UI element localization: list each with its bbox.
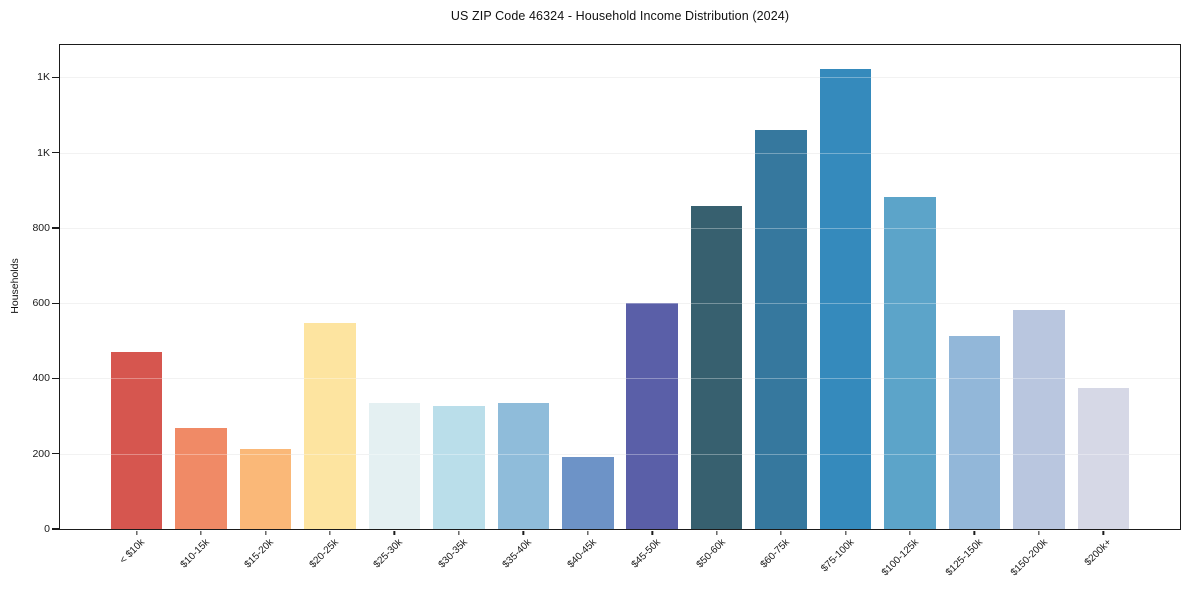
gridline-overlay xyxy=(60,152,1180,154)
y-tick-mark xyxy=(51,302,59,304)
x-tick-label: $50-60k xyxy=(694,537,728,571)
x-tick-mark xyxy=(587,530,589,535)
bar xyxy=(690,206,743,529)
y-tick-mark xyxy=(51,528,59,530)
y-tick-label: 800 xyxy=(32,221,50,234)
x-tick-label: $20-25k xyxy=(307,537,341,571)
y-tick-mark xyxy=(51,377,59,380)
y-tick-label: 1K xyxy=(37,71,50,84)
gridline xyxy=(60,453,1180,455)
bar xyxy=(755,130,807,529)
y-tick-mark xyxy=(51,453,59,455)
x-tick-label: $45-50k xyxy=(629,537,664,571)
y-tick-label: 200 xyxy=(32,447,50,460)
gridline xyxy=(60,378,1180,380)
bar xyxy=(884,196,936,529)
gridline-overlay xyxy=(60,227,1180,229)
y-axis-label: Households xyxy=(9,258,21,314)
x-tick-mark xyxy=(200,530,202,535)
chart-title: US ZIP Code 46324 - Household Income Dis… xyxy=(450,9,790,23)
bar xyxy=(562,457,614,529)
gridline xyxy=(60,227,1180,229)
gridline xyxy=(60,77,1180,79)
bar xyxy=(433,405,485,529)
bar xyxy=(626,303,678,529)
x-tick-label: < $10k xyxy=(118,537,148,567)
x-tick-mark xyxy=(522,530,524,535)
bar xyxy=(368,402,421,529)
y-tick-label: 0 xyxy=(44,523,50,535)
bar xyxy=(948,335,1001,529)
gridline-overlay xyxy=(60,77,1180,79)
bar xyxy=(819,68,872,529)
x-tick-mark xyxy=(264,530,267,535)
bar xyxy=(1013,309,1065,529)
y-tick-mark xyxy=(51,152,59,154)
bar xyxy=(239,449,292,529)
x-tick-mark xyxy=(458,530,460,535)
x-tick-label: $35-40k xyxy=(500,537,535,571)
x-tick-mark xyxy=(136,530,138,535)
x-tick-label: $100-125k xyxy=(879,537,921,579)
bar xyxy=(110,352,163,529)
gridline-overlay xyxy=(60,453,1180,455)
x-tick-label: $60-75k xyxy=(758,537,792,571)
bar xyxy=(1077,387,1130,529)
x-tick-label: $200k+ xyxy=(1082,537,1115,569)
x-tick-mark xyxy=(909,530,911,535)
x-tick-label: $125-150k xyxy=(944,537,986,579)
y-tick-mark xyxy=(51,76,59,79)
x-tick-mark xyxy=(329,530,331,535)
x-tick-mark xyxy=(651,530,653,535)
x-tick-label: $10-15k xyxy=(178,537,212,571)
bar xyxy=(304,323,356,529)
x-tick-label: $15-20k xyxy=(243,537,277,571)
x-tick-mark xyxy=(393,530,396,535)
x-tick-label: $40-45k xyxy=(565,537,599,571)
x-tick-mark xyxy=(1038,530,1040,535)
y-tick-label: 400 xyxy=(32,372,50,385)
bar xyxy=(497,402,550,529)
x-tick-mark xyxy=(1102,530,1104,535)
x-tick-mark xyxy=(716,530,718,535)
y-tick-label: 600 xyxy=(32,297,50,310)
x-tick-mark xyxy=(844,530,847,535)
plot-area: 0 200 400 600 800 1K 1K < $10k $10-15k $15-20k $20… xyxy=(32,44,1181,578)
bar xyxy=(175,428,227,529)
y-tick-label: 1K xyxy=(37,146,50,159)
gridline-overlay xyxy=(60,303,1180,305)
x-tick-mark xyxy=(973,530,976,535)
x-tick-label: $30-35k xyxy=(436,537,470,571)
x-tick-label: $150-200k xyxy=(1008,537,1050,579)
x-tick-label: $75-100k xyxy=(819,537,857,575)
gridline xyxy=(60,152,1180,154)
gridline xyxy=(60,303,1180,305)
x-tick-label: $25-30k xyxy=(371,537,406,571)
gridline-overlay xyxy=(60,378,1180,380)
y-tick-mark xyxy=(51,227,59,229)
x-tick-mark xyxy=(780,530,782,535)
